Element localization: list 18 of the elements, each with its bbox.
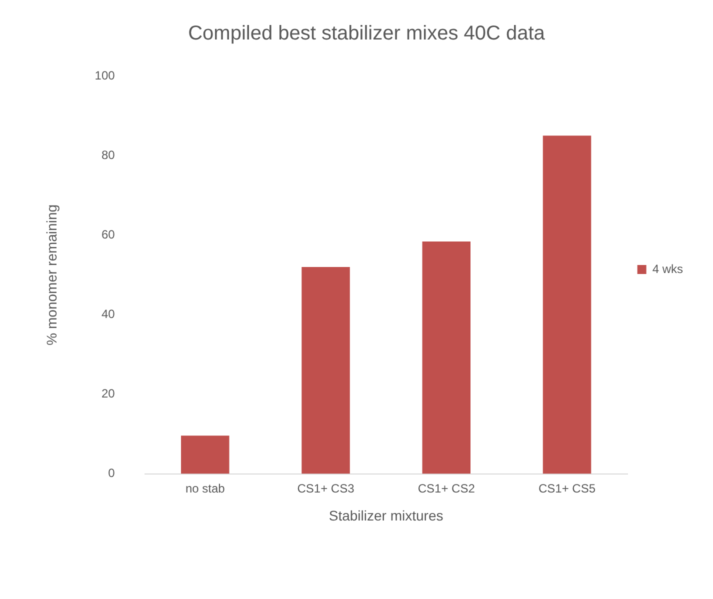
bar <box>542 136 592 474</box>
y-tick-label: 80 <box>101 148 116 162</box>
y-axis-title: % monomer remaining <box>43 204 60 346</box>
chart-title: Compiled best stabilizer mixes 40C data <box>188 22 546 45</box>
y-tick-label: 40 <box>101 306 116 321</box>
x-tick-label: CS1+ CS5 <box>538 481 596 496</box>
bar <box>181 436 230 474</box>
y-tick-label: 60 <box>101 227 116 242</box>
x-tick-label: no stab <box>185 481 226 496</box>
y-tick-label: 20 <box>101 386 116 401</box>
y-tick-label: 100 <box>94 68 116 82</box>
bar <box>422 241 471 474</box>
bar <box>302 266 350 474</box>
x-axis-title: Stabilizer mixtures <box>328 507 444 524</box>
legend-label: 4 wks <box>652 262 684 276</box>
y-tick-label: 0 <box>108 466 116 480</box>
x-tick-label: CS1+ CS2 <box>418 481 476 496</box>
x-tick-label: CS1+ CS3 <box>297 481 355 496</box>
